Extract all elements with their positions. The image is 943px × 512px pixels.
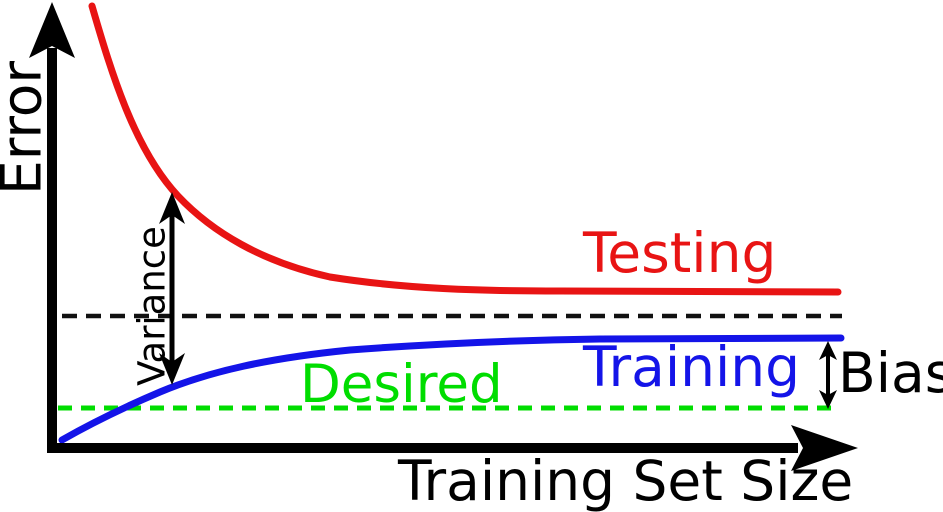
bias-annotation-label: Bias	[838, 341, 943, 405]
training-curve	[58, 334, 845, 444]
y-axis-arrowhead-icon	[29, 2, 75, 58]
desired-series-label: Desired	[300, 354, 503, 415]
x-axis-arrowhead-icon	[791, 425, 858, 471]
x-axis-label: Training Set Size	[398, 449, 854, 512]
training-series-label: Training	[583, 335, 801, 399]
y-axis-label: Error	[0, 60, 54, 196]
testing-series-label: Testing	[583, 221, 777, 285]
variance-annotation-label: Variance	[130, 226, 174, 386]
testing-curve	[88, 2, 842, 296]
bias-arrow	[819, 341, 837, 409]
variance-arrow	[159, 192, 185, 385]
